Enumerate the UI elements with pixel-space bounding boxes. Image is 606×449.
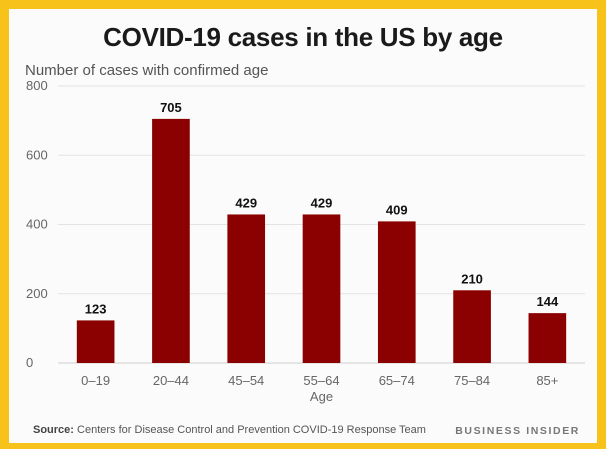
brand-logo: BUSINESS INSIDER [455,425,580,437]
chart-title: COVID-19 cases in the US by age [103,22,503,52]
bars [76,118,567,363]
bar-value-label: 123 [85,301,107,316]
x-tick-label: 85+ [536,373,558,388]
bar-value-label: 210 [461,271,483,286]
bar [76,320,115,363]
gridlines [58,85,585,364]
y-tick-label: 400 [26,217,48,232]
bar-value-label: 705 [160,100,182,115]
x-tick-label: 55–64 [303,373,339,388]
bar-value-label: 429 [235,195,257,210]
x-tick-label: 0–19 [81,373,110,388]
y-tick-label: 0 [26,355,33,370]
x-tick-label: 20–44 [153,373,189,388]
bar-value-label: 429 [311,195,333,210]
chart-subtitle: Number of cases with confirmed age [25,62,269,79]
bar [302,214,341,363]
bar [377,221,416,363]
source-label: Source: [33,424,74,436]
x-tick-label: 45–54 [228,373,264,388]
bar [528,313,567,363]
bar-value-label: 144 [537,294,559,309]
data-labels: 123 705 429 429 409 210 144 [85,100,559,317]
x-axis-ticks: 0–19 20–44 45–54 55–64 65–74 75–84 85+ [81,373,558,388]
bar-value-label: 409 [386,202,408,217]
source-note: Source: Centers for Disease Control and … [33,424,426,436]
source-text: Centers for Disease Control and Preventi… [77,424,426,436]
y-axis-ticks: 0 200 400 600 800 [26,78,48,370]
x-tick-label: 65–74 [379,373,415,388]
y-tick-label: 800 [26,78,48,93]
x-tick-label: 75–84 [454,373,490,388]
y-tick-label: 600 [26,147,48,162]
y-tick-label: 200 [26,286,48,301]
bar [453,290,491,363]
bar [227,214,266,363]
x-axis-label: Age [310,389,333,404]
bar [152,118,190,363]
